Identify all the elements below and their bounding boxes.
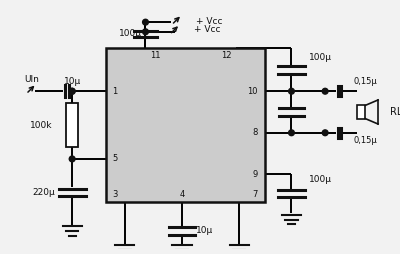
Circle shape [143,19,148,25]
Circle shape [69,156,75,162]
Circle shape [288,130,294,136]
Text: 100k: 100k [30,121,53,130]
Text: 10: 10 [247,87,258,96]
Text: 5: 5 [112,154,118,163]
Text: + Vcc: + Vcc [196,17,222,26]
Circle shape [69,88,75,94]
Text: 3: 3 [112,190,118,199]
Circle shape [322,130,328,136]
Text: 220μ: 220μ [32,188,55,197]
Text: 4: 4 [179,190,185,199]
Text: 0,15μ: 0,15μ [354,77,378,86]
Circle shape [322,88,328,94]
Text: RL: RL [390,107,400,117]
Text: 1: 1 [112,87,118,96]
Text: 100μ: 100μ [309,175,332,184]
Bar [66,103,78,147]
Text: UIn: UIn [24,75,39,84]
Circle shape [69,88,75,94]
Text: 100μ: 100μ [309,53,332,62]
Text: 11: 11 [150,51,161,60]
Text: 7: 7 [252,190,258,199]
Text: 10μ: 10μ [196,226,213,235]
Text: 100μ: 100μ [118,29,142,38]
Bar [357,105,365,119]
Text: 8: 8 [252,128,258,137]
Circle shape [143,29,148,35]
Text: 12: 12 [221,51,231,60]
Circle shape [288,88,294,94]
Text: 0,15μ: 0,15μ [354,136,378,145]
Text: 9: 9 [252,170,258,179]
Text: 10μ: 10μ [64,77,81,86]
Text: + Vcc: + Vcc [194,25,220,34]
Bar [106,48,264,202]
